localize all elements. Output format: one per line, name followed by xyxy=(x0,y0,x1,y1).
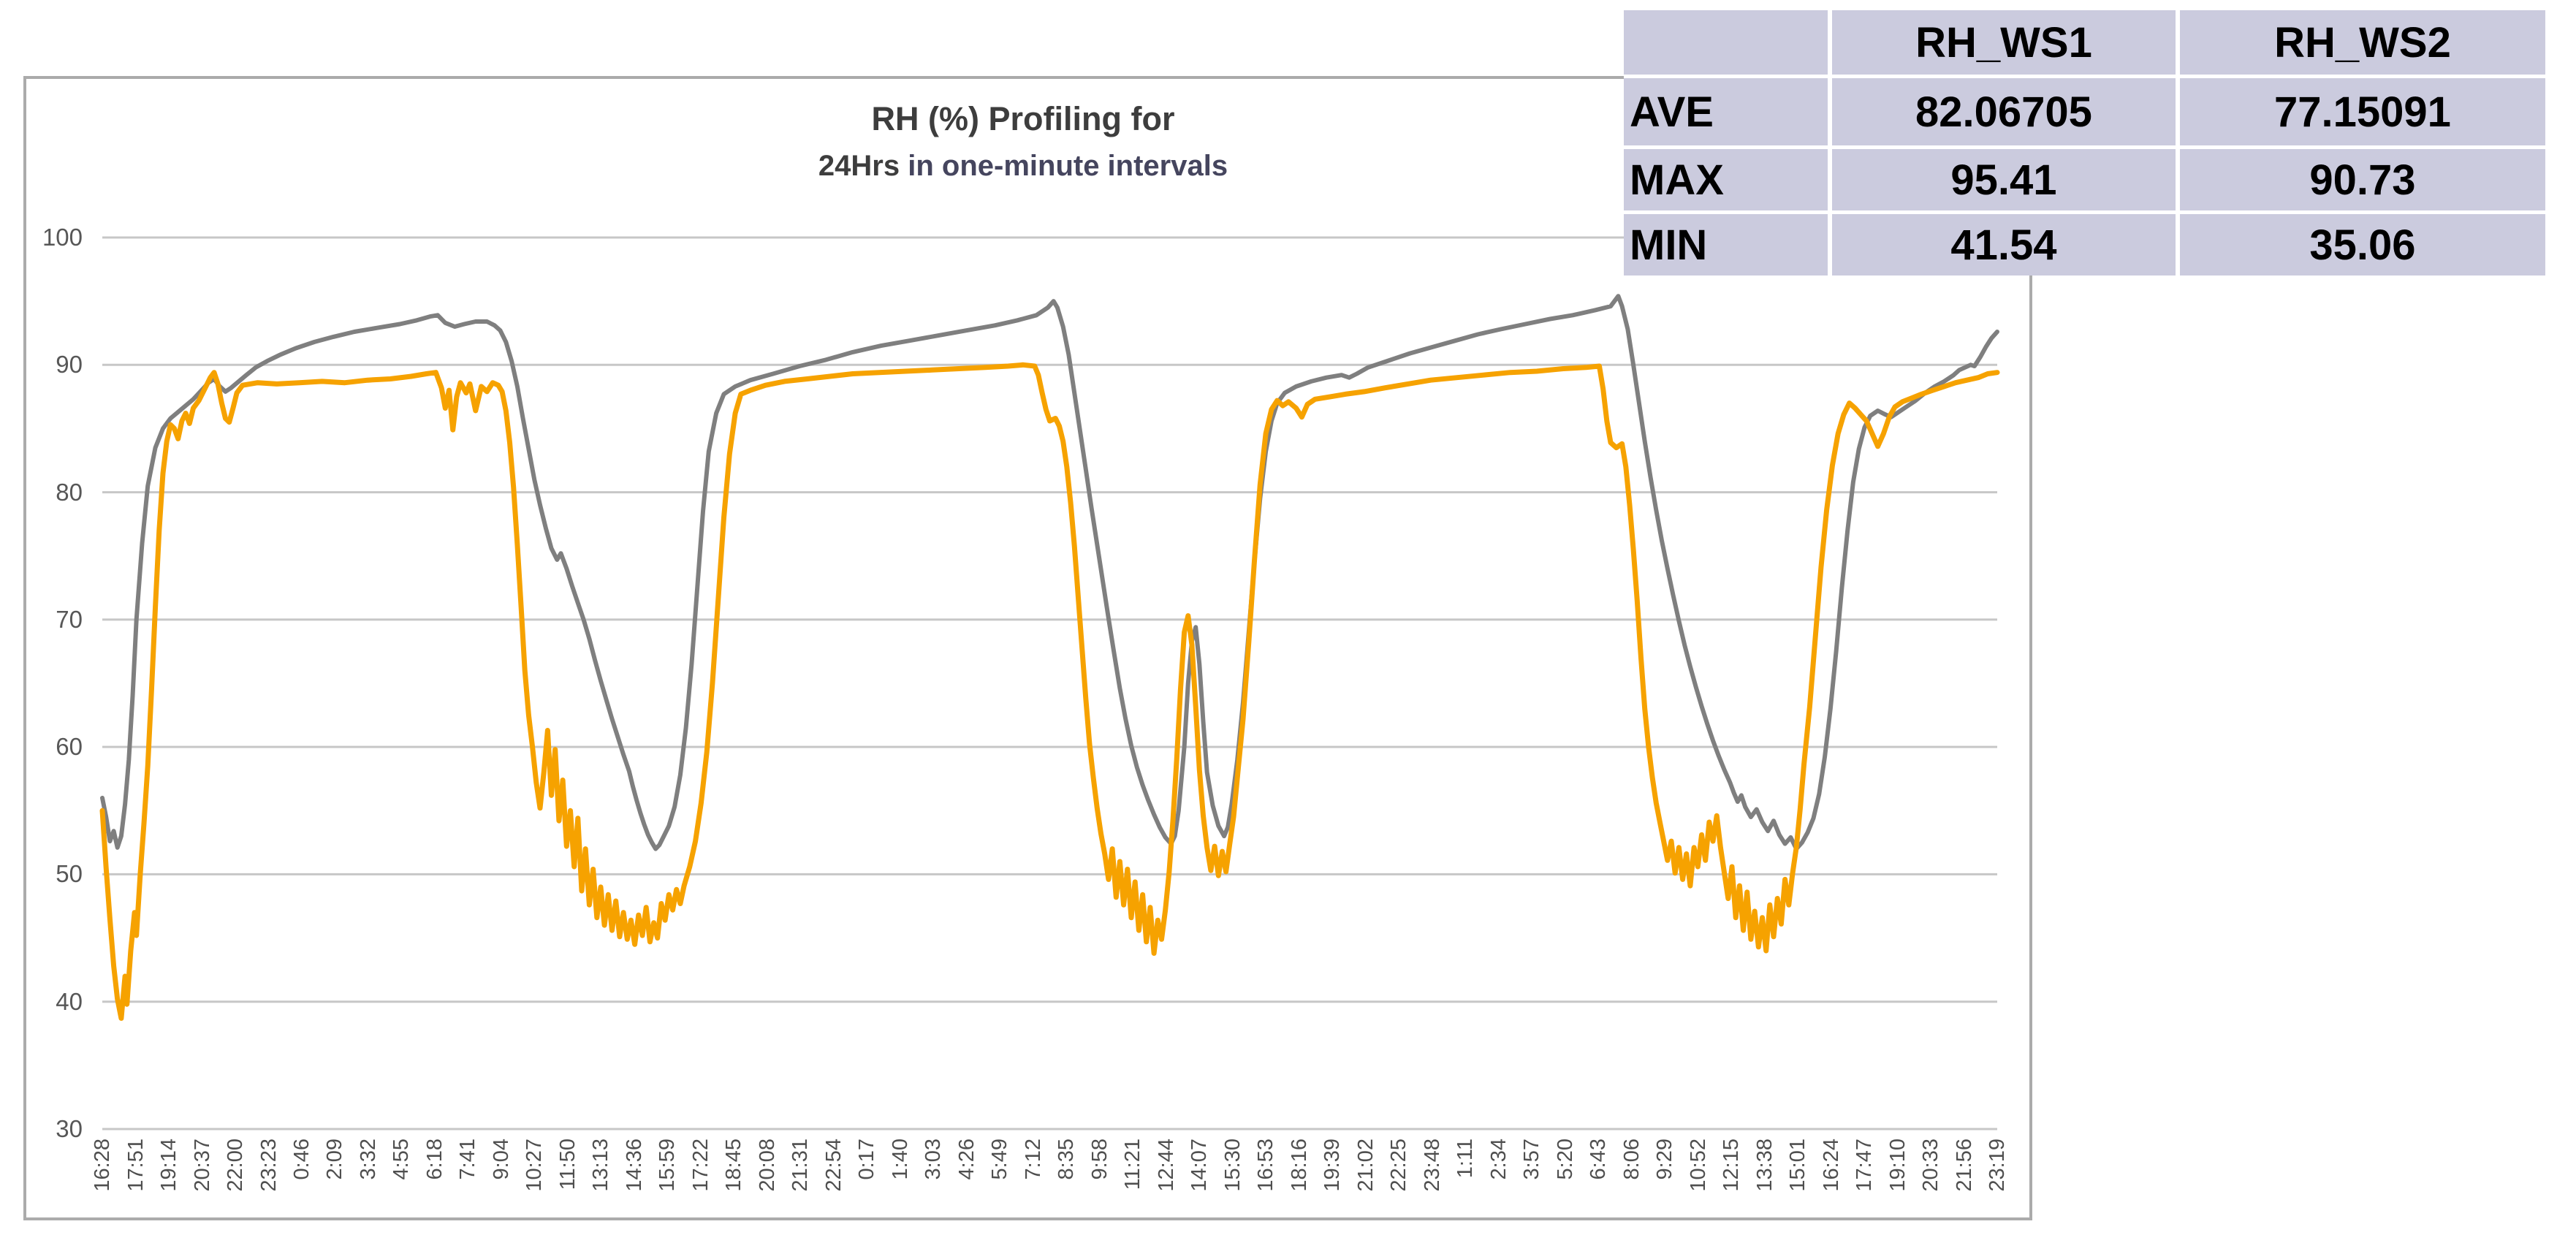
x-axis-tick-label: 19:14 xyxy=(157,1139,181,1192)
x-axis-tick-label: 23:48 xyxy=(1420,1139,1444,1192)
x-axis-tick-label: 15:01 xyxy=(1786,1139,1810,1192)
x-axis-tick-label: 17:47 xyxy=(1853,1139,1876,1192)
table-value-max-ws1: 95.41 xyxy=(1832,149,2176,210)
table-corner-cell xyxy=(1624,10,1828,75)
x-axis-tick-label: 20:33 xyxy=(1919,1139,1942,1192)
x-axis-tick-label: 12:44 xyxy=(1154,1139,1178,1192)
x-axis-tick-label: 23:19 xyxy=(1986,1139,2009,1192)
x-axis-tick-label: 8:06 xyxy=(1619,1139,1644,1180)
x-axis-tick-label: 23:23 xyxy=(257,1139,281,1192)
x-axis-tick-label: 11:21 xyxy=(1121,1139,1145,1190)
x-axis-tick-label: 16:24 xyxy=(1819,1139,1843,1192)
x-axis-tick-label: 21:56 xyxy=(1952,1139,1976,1192)
x-axis-tick-label: 20:37 xyxy=(190,1139,214,1192)
x-axis-tick-label: 2:09 xyxy=(323,1139,347,1180)
x-axis-tick-label: 1:40 xyxy=(888,1139,912,1180)
y-axis-tick-label: 50 xyxy=(56,860,83,888)
x-axis-tick-label: 12:15 xyxy=(1720,1139,1744,1192)
y-axis-tick-label: 40 xyxy=(56,987,83,1015)
x-axis-tick-label: 15:30 xyxy=(1220,1139,1245,1192)
x-axis-tick-label: 3:57 xyxy=(1520,1139,1544,1180)
x-axis-tick-label: 21:02 xyxy=(1353,1139,1378,1192)
x-axis-tick-label: 7:12 xyxy=(1021,1139,1045,1180)
x-axis-tick-label: 9:29 xyxy=(1653,1139,1677,1180)
x-axis-tick-label: 18:45 xyxy=(722,1139,746,1192)
x-axis-tick-label: 4:26 xyxy=(954,1139,979,1180)
x-axis-tick-label: 22:00 xyxy=(224,1139,247,1192)
series-line-rh-ws2 xyxy=(99,362,2000,1021)
y-axis-tick-label: 100 xyxy=(42,224,83,251)
table-header-rh-ws1: RH_WS1 xyxy=(1832,10,2176,75)
x-axis-tick-label: 10:27 xyxy=(523,1139,547,1192)
x-axis-tick-label: 0:46 xyxy=(289,1139,314,1180)
stats-table: RH_WS1 RH_WS2 AVE 82.06705 77.15091 MAX … xyxy=(1624,10,2545,276)
x-axis-tick-label: 9:04 xyxy=(489,1139,513,1180)
x-axis-tick-label: 4:55 xyxy=(390,1139,414,1180)
x-axis-tick-label: 19:39 xyxy=(1321,1139,1345,1192)
x-axis-tick-label: 11:50 xyxy=(555,1139,580,1190)
x-axis-tick-label: 14:36 xyxy=(622,1139,646,1192)
table-value-min-ws1: 41.54 xyxy=(1832,214,2176,276)
x-axis-tick-label: 2:34 xyxy=(1486,1139,1511,1180)
x-axis-tick-label: 22:54 xyxy=(821,1139,846,1192)
x-axis-tick-label: 14:07 xyxy=(1188,1139,1212,1192)
x-axis-tick-label: 5:49 xyxy=(988,1139,1012,1180)
x-axis-tick-label: 17:51 xyxy=(124,1139,148,1192)
x-axis-tick-label: 8:35 xyxy=(1055,1139,1079,1180)
x-axis-tick-label: 20:08 xyxy=(755,1139,779,1192)
x-axis-tick-label: 16:28 xyxy=(91,1139,114,1192)
x-axis-tick-label: 19:10 xyxy=(1885,1139,1910,1192)
table-value-ave-ws2: 77.15091 xyxy=(2180,78,2545,145)
y-axis-tick-label: 80 xyxy=(56,478,83,506)
x-axis-tick-label: 10:52 xyxy=(1686,1139,1710,1192)
chart-title-line1: RH (%) Profiling for xyxy=(871,100,1175,137)
series-line-rh-ws1 xyxy=(100,294,1999,851)
table-row-label-ave: AVE xyxy=(1624,78,1828,145)
table-value-ave-ws1: 82.06705 xyxy=(1832,78,2176,145)
chart-title-line2-prefix: 24Hrs xyxy=(818,150,900,182)
y-axis-tick-label: 70 xyxy=(56,605,83,633)
y-axis-tick-label: 30 xyxy=(56,1115,83,1142)
x-axis-tick-label: 17:22 xyxy=(688,1139,713,1192)
chart-title-line2-rest: in one-minute intervals xyxy=(908,150,1228,182)
table-row-label-max: MAX xyxy=(1624,149,1828,210)
table-row-label-min: MIN xyxy=(1624,214,1828,276)
x-axis-tick-label: 3:03 xyxy=(922,1139,946,1180)
x-axis-tick-label: 13:38 xyxy=(1752,1139,1777,1192)
x-axis-tick-label: 5:20 xyxy=(1553,1139,1577,1180)
x-axis-tick-label: 15:59 xyxy=(656,1139,680,1192)
x-axis-tick-label: 13:13 xyxy=(589,1139,613,1192)
x-axis-tick-label: 7:41 xyxy=(456,1139,480,1180)
y-axis-tick-label: 90 xyxy=(56,351,83,379)
x-axis-tick-label: 1:11 xyxy=(1454,1139,1478,1179)
x-axis-tick-label: 6:43 xyxy=(1587,1139,1611,1180)
x-axis-tick-label: 16:53 xyxy=(1254,1139,1278,1192)
x-axis-tick-label: 21:31 xyxy=(789,1139,813,1192)
table-header-rh-ws2: RH_WS2 xyxy=(2180,10,2545,75)
chart-title-line2: 24Hrs in one-minute intervals xyxy=(512,151,1535,180)
x-axis-tick-label: 0:17 xyxy=(855,1139,879,1180)
x-axis-tick-label: 18:16 xyxy=(1287,1139,1311,1192)
table-value-max-ws2: 90.73 xyxy=(2180,149,2545,210)
x-axis-tick-label: 22:25 xyxy=(1387,1139,1411,1192)
y-axis-tick-label: 60 xyxy=(56,733,83,761)
x-axis-tick-label: 6:18 xyxy=(422,1139,447,1180)
table-value-min-ws2: 35.06 xyxy=(2180,214,2545,276)
x-axis-tick-label: 9:58 xyxy=(1087,1139,1112,1180)
chart-title: RH (%) Profiling for 24Hrs in one-minute… xyxy=(512,102,1535,180)
x-axis-tick-label: 3:32 xyxy=(356,1139,380,1180)
